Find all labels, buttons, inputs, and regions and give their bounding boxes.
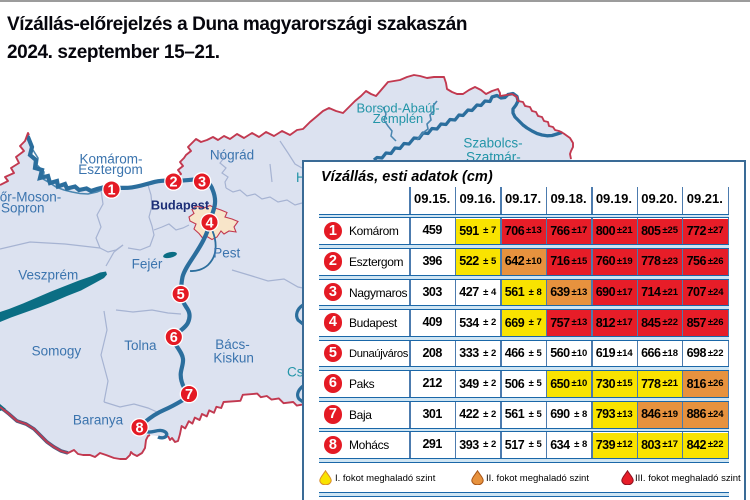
svg-text:Bács-: Bács- bbox=[215, 337, 250, 352]
svg-text:Sopron: Sopron bbox=[1, 201, 45, 216]
svg-text:1: 1 bbox=[107, 183, 115, 199]
svg-text:Baranya: Baranya bbox=[73, 413, 124, 428]
svg-text:Győr-Moson-: Győr-Moson- bbox=[0, 190, 61, 205]
svg-text:8: 8 bbox=[135, 421, 143, 437]
svg-text:Komárom-: Komárom- bbox=[79, 152, 142, 167]
svg-text:4: 4 bbox=[205, 216, 213, 232]
svg-text:Nógrád: Nógrád bbox=[210, 148, 254, 163]
svg-text:Budapest: Budapest bbox=[151, 198, 210, 213]
svg-text:Pest: Pest bbox=[213, 246, 240, 261]
svg-text:Kiskun: Kiskun bbox=[213, 351, 254, 366]
svg-text:3: 3 bbox=[198, 175, 206, 191]
svg-text:7: 7 bbox=[185, 387, 193, 403]
svg-text:Fejér: Fejér bbox=[132, 257, 163, 272]
svg-text:Tolna: Tolna bbox=[124, 338, 157, 353]
svg-text:Somogy: Somogy bbox=[32, 344, 82, 359]
svg-text:Borsod-Abaúj-: Borsod-Abaúj- bbox=[356, 100, 439, 115]
svg-text:Esztergom: Esztergom bbox=[78, 162, 143, 177]
svg-text:Zemplén: Zemplén bbox=[373, 111, 424, 126]
svg-text:Veszprém: Veszprém bbox=[18, 268, 78, 283]
svg-text:2: 2 bbox=[169, 175, 177, 191]
svg-text:Szabolcs-: Szabolcs- bbox=[463, 136, 522, 151]
svg-text:6: 6 bbox=[170, 330, 178, 346]
svg-text:5: 5 bbox=[177, 287, 185, 303]
